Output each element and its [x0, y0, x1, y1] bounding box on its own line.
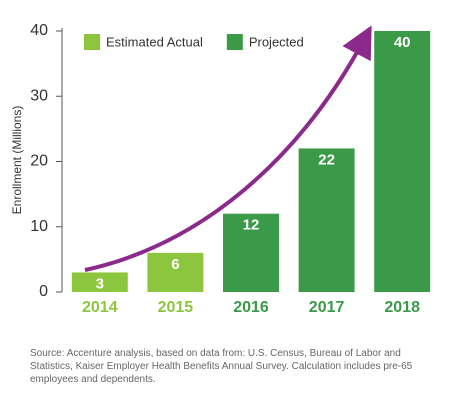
- value-label: 40: [394, 34, 411, 51]
- y-tick-label: 20: [30, 153, 48, 170]
- y-tick-label: 40: [30, 22, 48, 39]
- y-axis-title: Enrollment (Millions): [10, 106, 24, 215]
- value-label: 6: [171, 256, 179, 273]
- legend-swatch: [226, 34, 243, 50]
- y-tick-label: 0: [39, 283, 48, 300]
- x-tick-label: 2014: [82, 299, 118, 316]
- bar: [223, 213, 279, 292]
- source-note: Source: Accenture analysis, based on dat…: [30, 348, 413, 385]
- growth-arrow: [84, 25, 372, 272]
- x-tick-label: 2016: [233, 299, 269, 316]
- x-tick-label: 2018: [384, 299, 420, 316]
- legend-swatch: [84, 34, 100, 50]
- x-tick-label: 2017: [309, 299, 345, 316]
- legend-label: Estimated Actual: [106, 34, 203, 49]
- bar: [147, 252, 204, 292]
- value-label: 22: [318, 151, 335, 168]
- bar: [298, 148, 355, 292]
- chart: Enrollment (Millions) 0 10 20 30 40 Estimated…: [10, 22, 431, 316]
- x-tick-label: 2015: [158, 299, 194, 316]
- value-label: 12: [243, 217, 260, 234]
- value-label: 3: [96, 275, 104, 292]
- y-tick-label: 30: [30, 87, 48, 104]
- y-tick-label: 10: [30, 218, 48, 235]
- bar: [374, 31, 431, 292]
- legend-label: Projected: [249, 34, 304, 49]
- bar: [71, 272, 128, 292]
